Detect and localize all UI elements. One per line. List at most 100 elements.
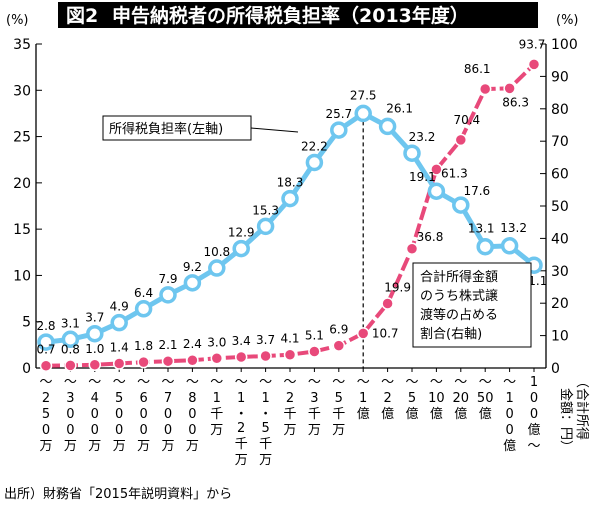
x-label-char: 〜 [283, 375, 296, 390]
point-stock-share [405, 242, 419, 256]
legend-right-line-3: 渡等の占める [420, 307, 498, 323]
label-stock-share: 1.8 [134, 339, 153, 353]
x-label-char: 万 [308, 423, 321, 438]
right-tick-label: 80 [551, 102, 569, 118]
x-label-char: 〜 [210, 375, 223, 390]
right-tick-label: 20 [551, 296, 569, 312]
label-tax-burden: 13.2 [500, 221, 527, 235]
x-label-char: 0 [188, 423, 196, 438]
point-stock-share [234, 350, 248, 364]
point-tax-burden [86, 324, 104, 343]
series-points [37, 58, 543, 372]
x-label-char: 2 [237, 421, 245, 436]
left-axis-unit: (%) [6, 13, 29, 28]
label-tax-burden: 23.2 [409, 130, 436, 144]
label-stock-share: 0.7 [36, 343, 55, 357]
label-stock-share: 36.8 [417, 230, 444, 244]
label-stock-share: 2.4 [183, 337, 202, 351]
legend-right-line-1: 合計所得金額 [420, 269, 498, 285]
x-label-char: 千 [283, 407, 296, 422]
x-label-char: 〜 [405, 375, 418, 390]
x-label-char: 〜 [479, 375, 492, 390]
x-label-char: 5 [408, 391, 416, 406]
point-stock-share [259, 349, 272, 363]
x-label-char: 7 [164, 391, 172, 406]
x-label-char: 〜 [64, 375, 77, 390]
label-stock-share: 0.8 [61, 342, 80, 356]
title-bar [58, 2, 538, 28]
point-stock-share [88, 358, 102, 372]
point-stock-share [356, 327, 370, 340]
right-tick-label: 60 [551, 167, 569, 183]
point-tax-burden [208, 259, 226, 277]
x-label-char: 1 [359, 391, 367, 406]
point-tax-burden [61, 330, 80, 349]
x-label-char: 2 [286, 391, 294, 406]
label-tax-burden: 25.7 [325, 107, 352, 121]
label-tax-burden: 12.9 [228, 226, 255, 240]
x-label-char: 〜 [357, 375, 370, 390]
point-tax-burden [427, 182, 446, 200]
x-label-char: 0 [505, 407, 513, 422]
x-label-char: 千 [235, 437, 248, 452]
x-label-char: 8 [188, 391, 196, 406]
point-tax-burden [37, 333, 55, 351]
x-label-char: 〜 [186, 375, 199, 390]
legend-left-label: 所得税負担率(左軸) [109, 121, 223, 137]
x-label-char: 〜 [381, 375, 394, 390]
point-stock-share [503, 82, 516, 95]
x-label-char: 1 [530, 375, 538, 390]
x-label-char: ・ [235, 407, 248, 422]
right-axis-unit: (%) [556, 13, 579, 28]
point-stock-share [210, 352, 224, 365]
right-tick-label: 50 [551, 199, 569, 215]
x-label-char: 〜 [39, 375, 52, 390]
x-label-char: 〜 [88, 375, 101, 390]
x-label-char: 万 [64, 439, 77, 454]
x-label-char: 〜 [527, 439, 540, 454]
legend-right-series: 合計所得金額 のうち株式譲 渡等の占める 割合(右軸) [412, 262, 532, 348]
left-tick-label: 25 [13, 130, 31, 146]
x-label-char: 億 [503, 438, 516, 454]
label-tax-burden: 17.6 [463, 184, 490, 198]
point-stock-share [186, 353, 199, 367]
point-stock-share [112, 357, 126, 370]
x-label-char: 5 [42, 407, 50, 422]
x-label-char: 0 [91, 407, 99, 422]
label-tax-burden: 22.2 [301, 139, 328, 153]
chart-title-number: 図2 [66, 5, 98, 27]
x-label-char: ・ [259, 407, 272, 422]
label-stock-share: 2.1 [158, 338, 177, 352]
label-stock-share: 1.4 [110, 340, 129, 354]
left-tick-label: 5 [22, 315, 31, 331]
point-stock-share [430, 163, 443, 176]
point-stock-share [64, 359, 77, 372]
point-stock-share [478, 82, 492, 96]
x-label-char: 5 [261, 421, 269, 436]
label-tax-burden: 10.8 [203, 245, 230, 259]
legend-right-line-4: 割合(右軸) [420, 326, 482, 342]
x-label-char: 万 [161, 439, 174, 454]
source-note: 出所）財務省「2015年説明資料」から [4, 486, 232, 502]
x-unit-label: （合計所得 金額：円） [558, 375, 590, 453]
label-tax-burden: 27.5 [350, 88, 377, 102]
x-label-char: 〜 [235, 375, 248, 390]
right-tick-label: 30 [551, 264, 569, 280]
x-label-char: 億 [381, 406, 394, 422]
legend-left-box [102, 115, 252, 141]
point-stock-share [39, 359, 53, 372]
x-label-char: 億 [479, 406, 492, 422]
x-label-char: 5 [335, 391, 343, 406]
point-tax-burden [256, 217, 275, 236]
point-tax-burden [232, 239, 250, 258]
x-label-char: 万 [210, 423, 223, 438]
point-tax-burden [183, 274, 202, 292]
label-stock-share: 1.0 [85, 342, 104, 356]
point-tax-burden [476, 237, 494, 256]
x-label-char: 千 [210, 407, 223, 422]
chart-title: 申告納税者の所得税負担率（2013年度） [112, 4, 469, 27]
x-label-char: 0 [115, 407, 123, 422]
point-tax-burden [354, 104, 372, 123]
x-label-char: 0 [139, 407, 147, 422]
label-stock-share: 4.1 [280, 332, 299, 346]
